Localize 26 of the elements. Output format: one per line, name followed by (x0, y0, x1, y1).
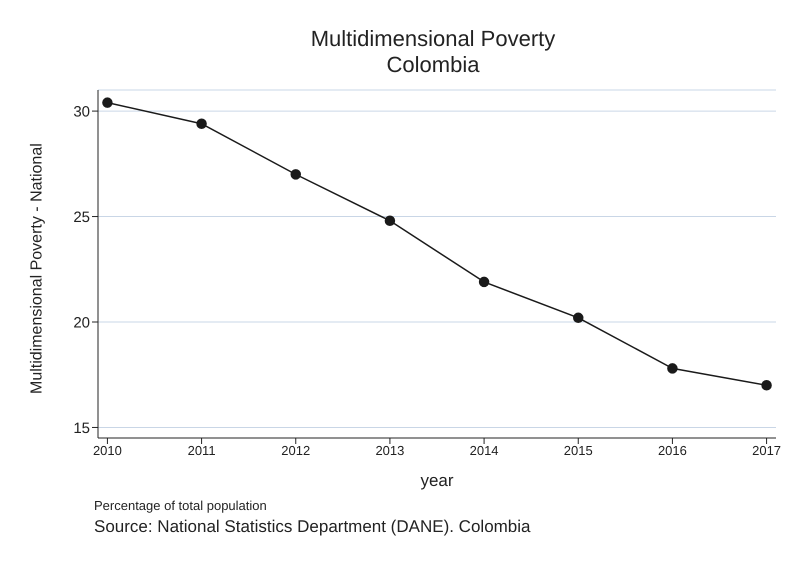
point (478, 276, 490, 288)
point (384, 216, 396, 226)
y-tick-label: 20 (73, 314, 90, 332)
chart-subtitle: Colombia (386, 52, 480, 78)
x-tick-label: 2011 (188, 443, 216, 458)
x-axis-title: year (420, 471, 454, 490)
point (573, 312, 584, 324)
point (667, 363, 678, 374)
x-tick-label: 2016 (658, 443, 687, 458)
point (290, 169, 301, 180)
text: Percentage of total population (94, 498, 268, 513)
point (196, 118, 207, 129)
x-tick-label: 2014 (470, 443, 499, 458)
point (102, 97, 113, 108)
y-tick-label: 15 (73, 420, 90, 437)
y-tick-label: 30 (73, 103, 90, 120)
x-tick-label: 2015 (564, 443, 593, 458)
x-tick-label: 2017 (752, 443, 782, 458)
chart-title: Multidimensional Poverty (310, 26, 556, 52)
x-tick-label: 2013 (375, 443, 404, 458)
source-note: Source: National Statistics Department (DANE). Colombia (94, 517, 532, 537)
x-tick-label: 2010 (92, 443, 122, 458)
y-axis-title: Multidimensional Poverty - National (28, 143, 46, 394)
point (761, 380, 772, 391)
y-tick-label: 25 (73, 208, 90, 226)
x-tick-label: 2012 (281, 443, 310, 458)
